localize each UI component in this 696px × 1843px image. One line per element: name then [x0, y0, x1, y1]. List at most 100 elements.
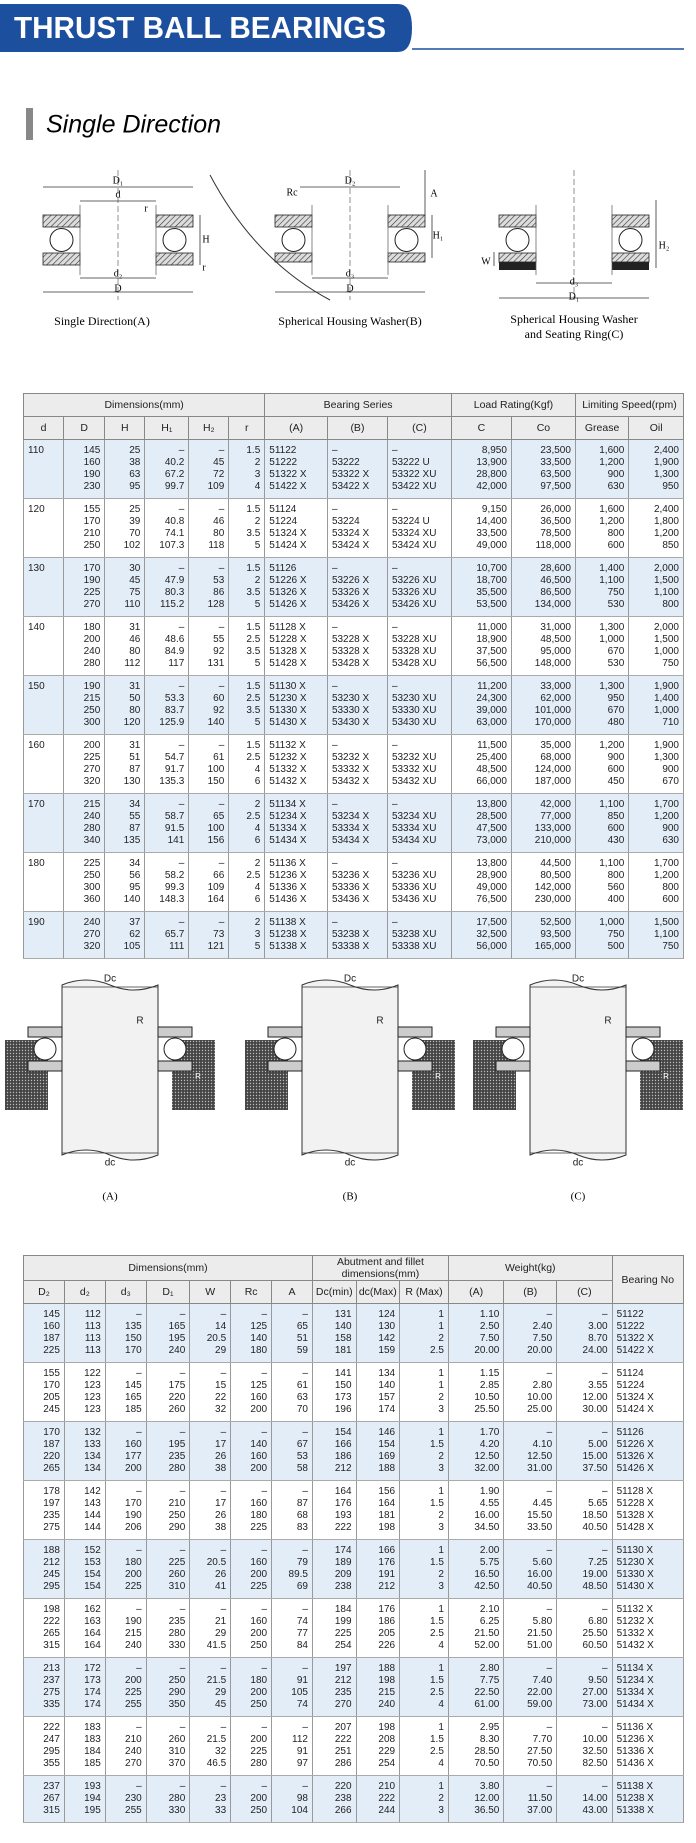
cell-line: 142,000	[534, 882, 571, 893]
cell-line: 49,000	[476, 882, 507, 893]
cell-line: 33	[215, 1805, 227, 1816]
cell-line: 53338 XU	[391, 941, 437, 952]
cell-line: 4	[254, 481, 261, 492]
cell-line: –	[178, 445, 185, 456]
cell-line: 5	[254, 941, 261, 952]
dimension-label: r	[144, 203, 148, 214]
cell-line: 1,200	[653, 811, 679, 822]
cell-line: 3.5	[246, 528, 261, 539]
cell: –65 51 59	[271, 1303, 313, 1363]
ball	[162, 228, 187, 252]
cell-line: 51338 X	[269, 941, 307, 952]
cell-line: 53332 XU	[391, 764, 437, 775]
cell: 8,950 13,900 28,800 42,000	[450, 439, 512, 499]
cell: –10.00 32.50 82.50	[556, 1716, 613, 1776]
row-group: 198 222 265 315 162 163 164 164–190 215 240–235 28…	[23, 1598, 685, 1658]
cell-line: 160	[250, 1557, 268, 1568]
cell-line: 280	[83, 658, 101, 669]
cell-line: 205	[43, 1392, 60, 1403]
cell-line: 260	[168, 1404, 186, 1415]
cell-line: –	[602, 1309, 608, 1320]
row-group: 170 215 240 280 340 34 55 87 135–58.7 91.5 141–65 1…	[23, 793, 684, 853]
cell-line: 43.00	[582, 1805, 608, 1816]
cell-line: 42.50	[474, 1581, 500, 1592]
cell-line: 210	[378, 1781, 396, 1792]
cell-line: 166	[378, 1545, 396, 1556]
cell-line: 58.2	[164, 870, 185, 881]
cell-line: 850	[607, 811, 625, 822]
cell-line: –	[179, 1781, 186, 1792]
cell-line: 1	[438, 1309, 444, 1320]
cell-line: 63,000	[476, 717, 507, 728]
cell: –11.50 37.00	[503, 1775, 558, 1823]
cell-line: 33,500	[476, 528, 507, 539]
cell-line: 2.5	[430, 1345, 444, 1356]
cell-line: 53322 X	[331, 469, 370, 480]
cell-line: 270	[83, 599, 101, 610]
cell: –125 140 180	[230, 1303, 273, 1363]
cell-line: 2.50	[479, 1321, 500, 1332]
cell: –280 330	[145, 1775, 191, 1823]
cell: –195 235 280	[145, 1421, 191, 1481]
cell-line: 51324 X	[616, 1392, 654, 1403]
cell-line: 254	[334, 1640, 352, 1651]
cell-line: 73	[213, 929, 225, 940]
cell-line: 4	[438, 1640, 444, 1651]
row-group: 237 267 315 193 194 195–230 255–280 330–23 33–20…	[23, 1775, 685, 1823]
cell-line: 4	[438, 1699, 444, 1710]
cell-line: 225	[83, 752, 101, 763]
cell-line: 39	[129, 516, 141, 527]
cell-line: –	[179, 1663, 186, 1674]
cell-line: 51330 X	[616, 1569, 654, 1580]
cell: 188 198 215 240	[355, 1657, 401, 1717]
group-header: Limiting Speed(rpm)	[574, 393, 685, 417]
cell-line: –	[331, 622, 338, 633]
cell-line: 150	[334, 1380, 352, 1391]
cell: 198 222 265 315	[23, 1598, 65, 1658]
cell-line: 86	[213, 587, 225, 598]
cell-line: 18,700	[476, 575, 507, 586]
cell-line: 238	[334, 1581, 352, 1592]
cell-line: 53232 X	[331, 752, 370, 763]
cell-line: 215	[83, 799, 101, 810]
cell-line: 4.45	[532, 1498, 553, 1509]
group-header: Bearing Series	[264, 393, 452, 417]
cell-line: 3	[254, 469, 261, 480]
cell: –4.45 15.50 33.50	[503, 1480, 558, 1540]
cell-line: 51138 X	[616, 1781, 654, 1792]
cell-line: 53322 XU	[391, 469, 437, 480]
cell-line: 250	[83, 870, 101, 881]
cell-line: 1	[438, 1486, 444, 1497]
cell-line: 1,200	[653, 528, 679, 539]
cell-line: 110	[28, 445, 44, 456]
cell-line: 120	[123, 717, 141, 728]
cell-line: 46	[213, 516, 225, 527]
cell-line: 3.00	[588, 1321, 608, 1332]
cell: –5.60 16.00 40.50	[503, 1539, 558, 1599]
cell-line: 77,000	[540, 811, 571, 822]
cell-line: 4.55	[479, 1498, 500, 1509]
cell-line: 134,000	[534, 599, 571, 610]
cell-line: 2.5	[430, 1746, 444, 1757]
cell-line: 225	[83, 858, 101, 869]
cell-line: 14	[215, 1321, 227, 1332]
cell-line: 91.5	[164, 823, 185, 834]
cell-line: 51336 X	[616, 1746, 654, 1757]
cell: 51138 X 51238 X 51338 X	[264, 911, 328, 959]
cell-line: 51326 X	[616, 1451, 654, 1462]
column-header: A	[271, 1280, 313, 1304]
cell-line: 150	[28, 681, 45, 692]
cell-line: 213	[43, 1663, 60, 1674]
cell-line: 235	[334, 1687, 352, 1698]
cell-line: 46	[129, 634, 141, 645]
cell-line: 53330 XU	[391, 705, 437, 716]
column-header: d₂	[63, 1280, 106, 1304]
cell-line: –	[178, 858, 185, 869]
cell-line: –	[602, 1486, 608, 1497]
cell-line: 670	[662, 776, 679, 787]
cell-line: 180	[250, 1345, 268, 1356]
cell-line: 1	[438, 1722, 444, 1733]
column-header: Oil	[628, 416, 684, 440]
cell-line: 355	[43, 1758, 60, 1769]
cell-line: 18,900	[476, 634, 507, 645]
